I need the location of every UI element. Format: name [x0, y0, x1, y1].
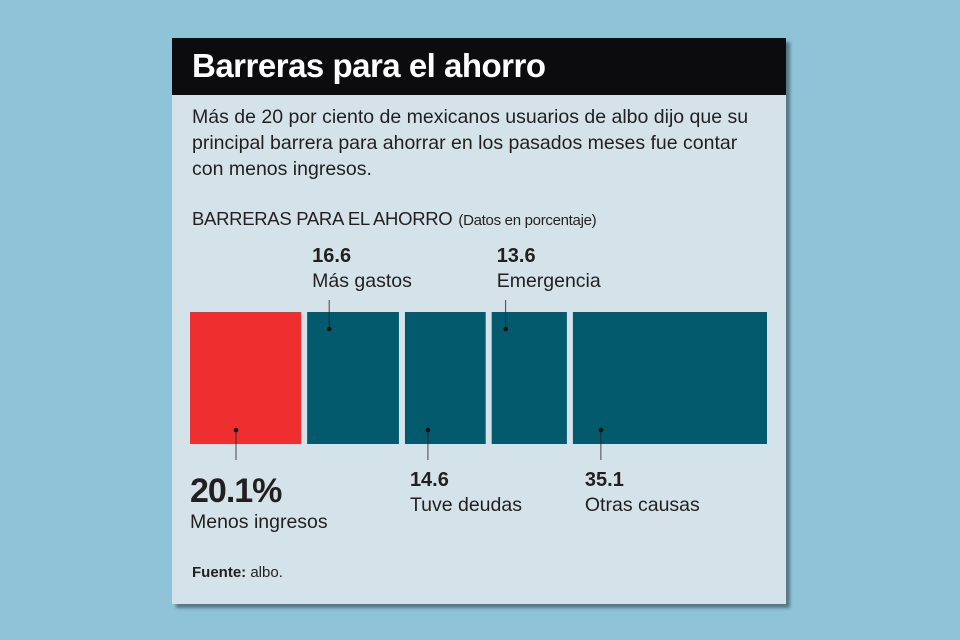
category-label: Emergencia — [496, 270, 601, 292]
bar-menos-ingresos — [190, 312, 302, 444]
bar-m-s-gastos — [307, 312, 399, 444]
category-label: Menos ingresos — [190, 511, 328, 533]
chart-title-text: BARRERAS PARA EL AHORRO — [192, 208, 453, 229]
bar-label: 14.6 Tuve deudas — [410, 468, 522, 518]
source-value: albo. — [250, 564, 283, 581]
leader-dot — [503, 326, 508, 332]
bar-label: 16.6 Más gastos — [312, 244, 412, 294]
leader-dot — [598, 427, 604, 433]
value-label: 35.1 — [584, 469, 624, 491]
value-label: 20.1% — [190, 472, 282, 510]
bar-otras-causas — [572, 312, 767, 444]
category-label: Tuve deudas — [409, 494, 522, 516]
value-label: 14.6 — [409, 469, 449, 491]
value-label: 16.6 — [312, 245, 352, 267]
bar-label: 35.1 Otras causas — [585, 468, 700, 518]
leader-dot — [425, 427, 431, 433]
chart-svg — [190, 300, 767, 460]
infographic-card: Barreras para el ahorro Más de 20 por ci… — [172, 38, 786, 604]
bar-label: 20.1% Menos ingresos — [190, 473, 328, 535]
bar-tuve-deudas — [404, 312, 486, 444]
leader-dot — [233, 427, 239, 433]
header-bar: Barreras para el ahorro — [172, 38, 786, 95]
bar-label: 13.6 Emergencia — [497, 244, 601, 294]
description: Más de 20 por ciento de mexicanos usuari… — [192, 106, 749, 180]
chart-subtitle: (Datos en porcentaje) — [458, 212, 597, 229]
page-title: Barreras para el ahorro — [192, 47, 546, 84]
bar-emergencia — [491, 312, 567, 444]
source-label: Fuente: — [192, 564, 247, 581]
category-label: Otras causas — [584, 494, 700, 516]
category-label: Más gastos — [312, 270, 412, 292]
chart-title: BARRERAS PARA EL AHORRO (Datos en porcent… — [192, 208, 597, 230]
source-note: Fuente: albo. — [192, 564, 283, 581]
leader-dot — [326, 326, 332, 332]
value-label: 13.6 — [496, 245, 536, 267]
